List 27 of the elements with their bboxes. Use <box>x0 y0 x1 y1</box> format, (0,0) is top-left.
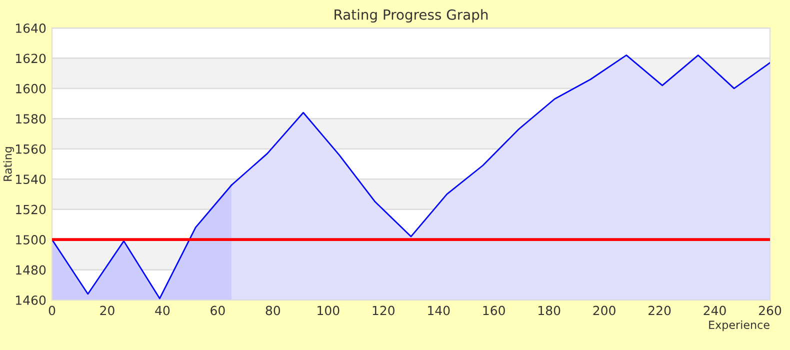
y-tick-label: 1640 <box>16 23 46 33</box>
x-tick-label: 180 <box>538 306 560 316</box>
x-tick-label: 60 <box>210 306 225 316</box>
x-tick-label: 0 <box>48 306 56 316</box>
x-tick-label: 200 <box>593 306 616 316</box>
y-tick-label: 1500 <box>16 235 46 244</box>
y-tick-label: 1620 <box>16 54 46 64</box>
x-tick-label: 20 <box>100 306 114 316</box>
x-tick-label: 260 <box>758 306 782 316</box>
x-tick-label: 40 <box>155 306 170 316</box>
x-tick-label: 80 <box>266 306 280 316</box>
y-axis-title: Rating <box>3 147 14 181</box>
y-tick-label: 1460 <box>16 295 46 305</box>
y-tick-label: 1580 <box>16 114 46 124</box>
x-tick-label: 240 <box>704 306 726 316</box>
y-tick-label: 1480 <box>16 265 46 275</box>
chart-title: Rating Progress Graph <box>334 9 488 23</box>
y-tick-label: 1520 <box>16 204 46 214</box>
y-tick-label: 1540 <box>16 174 46 184</box>
x-axis-title: Experience <box>709 320 770 332</box>
y-tick-label: 1560 <box>16 144 46 154</box>
y-tick-label: 1600 <box>16 84 46 94</box>
x-tick-label: 220 <box>648 306 671 316</box>
x-tick-label: 140 <box>428 306 450 316</box>
x-tick-label: 100 <box>318 306 340 316</box>
x-tick-label: 120 <box>372 306 394 316</box>
x-tick-label: 160 <box>483 306 505 316</box>
